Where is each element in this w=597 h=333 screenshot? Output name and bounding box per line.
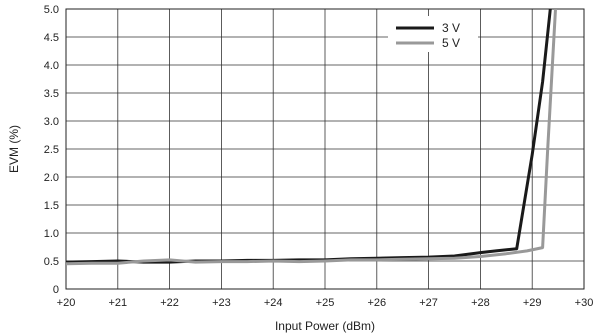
x-tick-label: +25 <box>316 297 335 309</box>
y-tick-label: 5.0 <box>44 4 59 16</box>
y-tick-label: 1.5 <box>44 200 59 212</box>
x-tick-label: +22 <box>160 297 179 309</box>
grid-lines <box>65 8 585 290</box>
tick-labels: +20 +21 +22 +23 +24 +25 +26 +27 +28 +29 +30 0 0.5 1.0… <box>44 4 594 309</box>
y-tick-label: 2.5 <box>44 144 59 156</box>
y-tick-label: 1.0 <box>44 228 59 240</box>
legend-label: 5 V <box>442 36 460 50</box>
x-tick-label: +27 <box>419 297 438 309</box>
y-tick-label: 4.0 <box>44 60 59 72</box>
y-tick-label: 3.5 <box>44 88 59 100</box>
y-tick-label: 0.5 <box>44 256 59 268</box>
plot-frame <box>65 8 585 290</box>
x-tick-label: +26 <box>367 297 386 309</box>
y-tick-label: 4.5 <box>44 32 59 44</box>
x-tick-label: +23 <box>212 297 231 309</box>
y-tick-label: 3.0 <box>44 116 59 128</box>
y-axis-label: EVM (%) <box>7 125 21 173</box>
x-tick-label: +20 <box>57 297 76 309</box>
x-tick-label: +28 <box>471 297 490 309</box>
x-tick-label: +30 <box>575 297 594 309</box>
x-tick-label: +21 <box>108 297 127 309</box>
legend-background <box>388 16 478 52</box>
series-lines <box>66 9 557 266</box>
legend: 3 V5 V <box>388 16 478 52</box>
x-tick-label: +24 <box>264 297 283 309</box>
y-tick-label: 0 <box>53 284 59 296</box>
y-tick-label: 2.0 <box>44 172 59 184</box>
x-tick-label: +29 <box>523 297 542 309</box>
series-line-2 <box>66 9 557 266</box>
x-axis-label: Input Power (dBm) <box>275 319 375 333</box>
legend-label: 3 V <box>442 21 460 35</box>
